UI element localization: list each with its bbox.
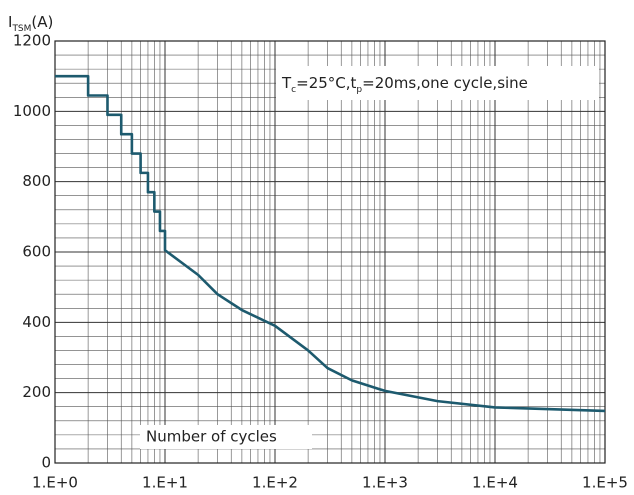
- annotation-part: =25°C,t: [296, 74, 356, 92]
- y-label-main: I: [8, 13, 12, 31]
- grid: [54, 40, 606, 464]
- annotation-part: T: [281, 74, 292, 92]
- y-label-sub: TSM: [11, 24, 31, 34]
- annotation-sub: c: [291, 85, 296, 95]
- annotation: Tc=25°C,tp=20ms,one cycle,sine: [281, 74, 528, 95]
- y-tick-label: 600: [22, 243, 51, 261]
- x-tick-label: 1.E+3: [362, 474, 408, 492]
- y-tick-label: 800: [22, 172, 51, 190]
- x-tick-label: 1.E+0: [32, 474, 78, 492]
- x-tick-label: 1.E+4: [472, 474, 518, 492]
- annotation-box: [276, 66, 599, 100]
- annotation-sub: p: [356, 85, 362, 95]
- x-tick-label: 1.E+5: [582, 474, 628, 492]
- x-tick-label: 1.E+2: [252, 474, 298, 492]
- y-label-unit: (A): [31, 13, 53, 31]
- x-tick-label: 1.E+1: [142, 474, 188, 492]
- y-tick-label: 400: [22, 313, 51, 331]
- plot-frame: [54, 40, 606, 464]
- annotation-part: =20ms,one cycle,sine: [362, 74, 528, 92]
- y-tick-label: 1200: [13, 32, 51, 50]
- x-label-box: [140, 425, 312, 449]
- y-tick-label: 1000: [13, 102, 51, 120]
- x-axis-label: Number of cycles: [146, 428, 277, 446]
- y-tick-label: 200: [22, 383, 51, 401]
- series-line: [55, 74, 606, 413]
- y-tick-label: 0: [41, 454, 51, 472]
- y-axis-label: ITSM(A): [8, 13, 53, 34]
